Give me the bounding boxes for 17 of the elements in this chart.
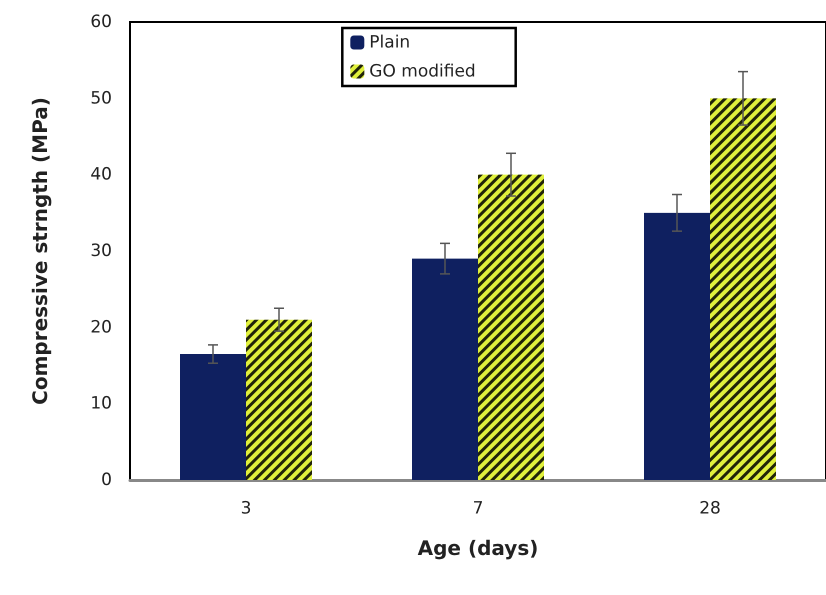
x-axis-title: Age (days) (418, 536, 538, 560)
y-tick-label: 20 (90, 317, 112, 338)
y-axis-title: Compressive strngth (MPa) (28, 97, 52, 405)
y-tick-label: 40 (90, 164, 112, 185)
bar (180, 354, 246, 480)
legend-label: Plain (369, 32, 410, 52)
y-tick-label: 0 (101, 470, 112, 490)
bar (644, 212, 710, 480)
x-tick-label: 28 (699, 498, 721, 518)
y-tick-label: 10 (90, 394, 112, 414)
x-tick-label: 3 (240, 498, 252, 518)
y-tick-label: 60 (90, 12, 112, 32)
x-tick-label: 7 (472, 498, 484, 518)
bar (412, 258, 478, 480)
y-tick-label: 30 (90, 241, 112, 261)
legend-label: GO modified (369, 62, 476, 82)
y-tick-label: 50 (90, 88, 112, 108)
